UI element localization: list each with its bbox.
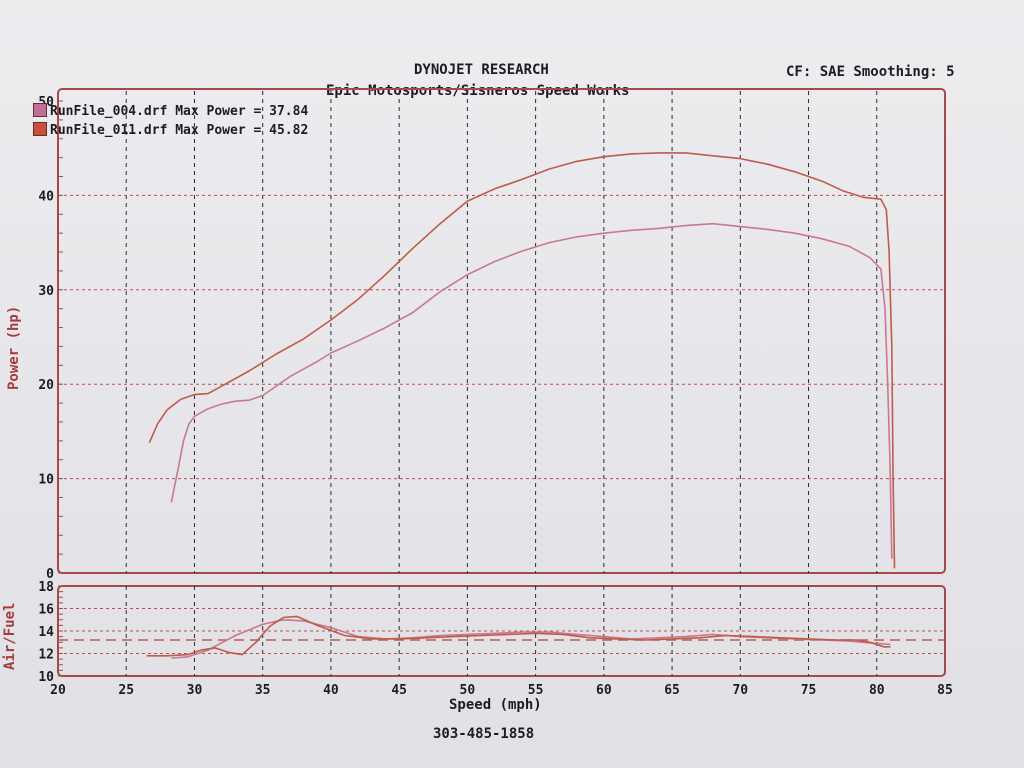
x-tick-label: 40	[323, 683, 339, 698]
air-fuel-y-tick-label: 10	[38, 670, 54, 685]
x-tick-label: 75	[801, 683, 817, 698]
chart-subtitle: Epic Motosports/Sisneros Speed Works	[326, 83, 630, 99]
x-tick-label: 70	[732, 683, 748, 698]
power-axis-label: Power (hp)	[6, 305, 22, 390]
x-tick-label: 45	[391, 683, 407, 698]
x-tick-label: 55	[528, 683, 544, 698]
legend-swatch-icon	[33, 103, 47, 117]
power-y-tick-label: 10	[38, 473, 54, 488]
power-y-tick-label: 40	[38, 189, 54, 204]
air-fuel-axis-label: Air/Fuel	[2, 602, 18, 670]
power-y-tick-label: 20	[38, 378, 54, 393]
air-fuel-series-runfile-011-drf	[146, 615, 891, 657]
speed-axis-label: Speed (mph)	[449, 697, 542, 713]
x-tick-label: 85	[937, 683, 953, 698]
chart-title: DYNOJET RESEARCH	[414, 62, 549, 78]
power-y-tick-label: 30	[38, 284, 54, 299]
power-frame	[57, 88, 946, 574]
x-tick-label: 20	[50, 683, 66, 698]
x-tick-label: 80	[869, 683, 885, 698]
power-series-runfile-004-drf	[170, 222, 893, 559]
legend-label: RunFile_004.drf Max Power = 37.84	[50, 104, 309, 119]
legend-item-run-011: RunFile_011.drf Max Power = 45.82	[33, 122, 308, 138]
x-tick-label: 35	[255, 683, 271, 698]
correction-factor-info: CF: SAE Smoothing: 5	[786, 64, 955, 80]
air-fuel-y-tick-label: 16	[38, 603, 54, 618]
phone-number: 303-485-1858	[433, 726, 535, 742]
air-fuel-series-runfile-004-drf	[171, 619, 891, 659]
power-series-runfile-011-drf	[148, 152, 896, 569]
air-fuel-y-tick-label: 12	[38, 648, 54, 663]
legend-label: RunFile_011.drf Max Power = 45.82	[50, 123, 309, 138]
legend-item-run-004: RunFile_004.drf Max Power = 37.84	[33, 103, 308, 119]
x-tick-label: 30	[187, 683, 203, 698]
air-fuel-y-tick-label: 14	[38, 625, 54, 640]
air-fuel-y-tick-label: 18	[38, 580, 54, 595]
legend-swatch-icon	[33, 122, 47, 136]
x-tick-label: 25	[118, 683, 134, 698]
x-tick-label: 50	[460, 683, 476, 698]
x-tick-label: 60	[596, 683, 612, 698]
x-tick-label: 65	[664, 683, 680, 698]
power-y-tick-label: 0	[46, 567, 54, 582]
